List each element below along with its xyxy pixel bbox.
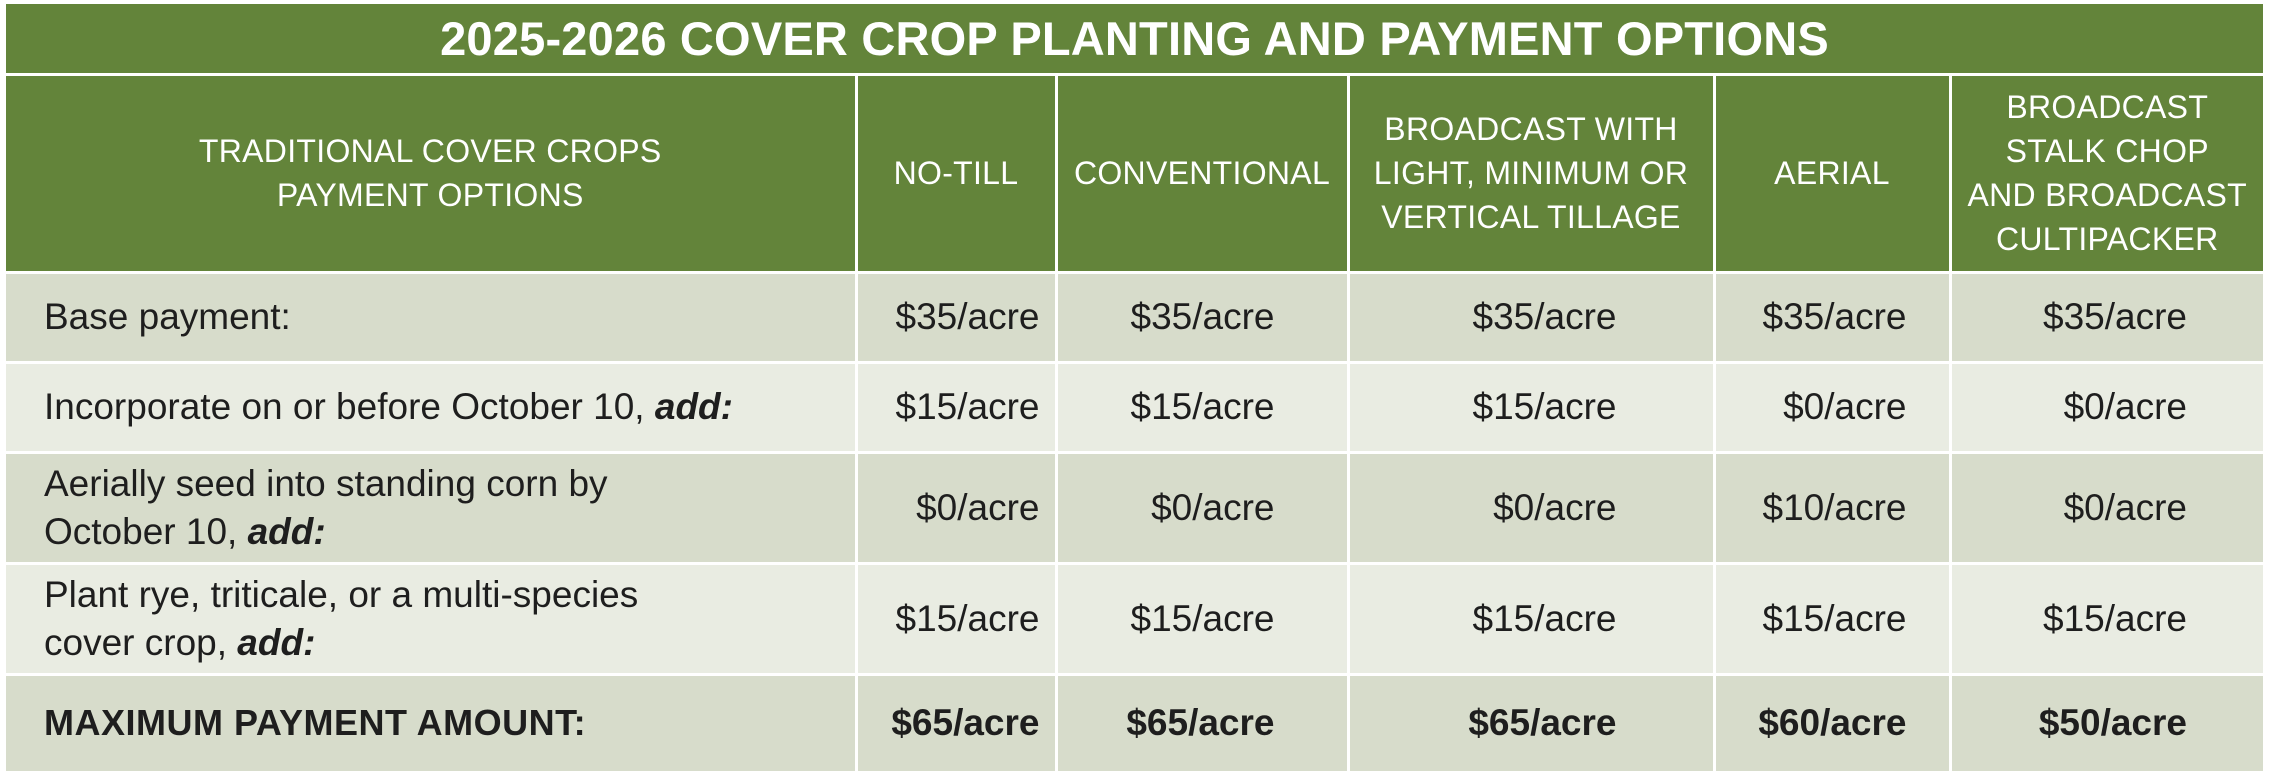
- cell-value: $15/acre: [1346, 561, 1716, 676]
- col-header-aerial: AERIAL: [1712, 76, 1952, 274]
- table-row-aerial-seed: Aerially seed into standing corn by Octob…: [6, 450, 2263, 565]
- row-label: MAXIMUM PAYMENT AMOUNT:: [6, 672, 858, 771]
- payment-options-table: TRADITIONAL COVER CROPS PAYMENT OPTIONS …: [6, 76, 2263, 771]
- cell-value: $15/acre: [1712, 561, 1952, 676]
- col-header-broadcast-stalk-chop: BROADCAST STALK CHOP AND BROADCAST CULTI…: [1948, 76, 2263, 274]
- cell-value: $0/acre: [1054, 450, 1350, 565]
- cell-value: $15/acre: [1054, 360, 1350, 454]
- row-label: Aerially seed into standing corn by Octob…: [6, 450, 858, 565]
- cell-value: $60/acre: [1712, 672, 1952, 771]
- col-header-payment-options: TRADITIONAL COVER CROPS PAYMENT OPTIONS: [6, 76, 858, 274]
- cell-value: $15/acre: [854, 360, 1058, 454]
- table-row-base-payment: Base payment: $35/acre $35/acre $35/acre…: [6, 270, 2263, 364]
- cell-value: $15/acre: [1346, 360, 1716, 454]
- cell-value: $0/acre: [1948, 450, 2263, 565]
- cell-value: $0/acre: [1346, 450, 1716, 565]
- row-label: Incorporate on or before October 10, add…: [6, 360, 858, 454]
- cell-value: $35/acre: [1346, 270, 1716, 364]
- col-header-no-till: NO-TILL: [854, 76, 1058, 274]
- cell-value: $0/acre: [1712, 360, 1952, 454]
- cell-value: $15/acre: [1054, 561, 1350, 676]
- cell-value: $15/acre: [854, 561, 1058, 676]
- cell-value: $35/acre: [1054, 270, 1350, 364]
- table-row-maximum-payment: MAXIMUM PAYMENT AMOUNT: $65/acre $65/acr…: [6, 672, 2263, 771]
- col-header-conventional: CONVENTIONAL: [1054, 76, 1350, 274]
- cell-value: $65/acre: [1346, 672, 1716, 771]
- row-label: Base payment:: [6, 270, 858, 364]
- table-row-plant-rye: Plant rye, triticale, or a multi-species…: [6, 561, 2263, 676]
- cell-value: $35/acre: [1712, 270, 1952, 364]
- col-header-broadcast-tillage: BROADCAST WITH LIGHT, MINIMUM OR VERTICA…: [1346, 76, 1716, 274]
- cell-value: $0/acre: [1948, 360, 2263, 454]
- cell-value: $35/acre: [854, 270, 1058, 364]
- cell-value: $15/acre: [1948, 561, 2263, 676]
- table-title: 2025-2026 COVER CROP PLANTING AND PAYMEN…: [6, 4, 2263, 76]
- payment-options-table-container: 2025-2026 COVER CROP PLANTING AND PAYMEN…: [6, 4, 2263, 771]
- row-label: Plant rye, triticale, or a multi-species…: [6, 561, 858, 676]
- cell-value: $50/acre: [1948, 672, 2263, 771]
- cell-value: $0/acre: [854, 450, 1058, 565]
- cell-value: $10/acre: [1712, 450, 1952, 565]
- cell-value: $65/acre: [1054, 672, 1350, 771]
- cell-value: $65/acre: [854, 672, 1058, 771]
- table-row-incorporate: Incorporate on or before October 10, add…: [6, 360, 2263, 454]
- header-row: TRADITIONAL COVER CROPS PAYMENT OPTIONS …: [6, 76, 2263, 274]
- cell-value: $35/acre: [1948, 270, 2263, 364]
